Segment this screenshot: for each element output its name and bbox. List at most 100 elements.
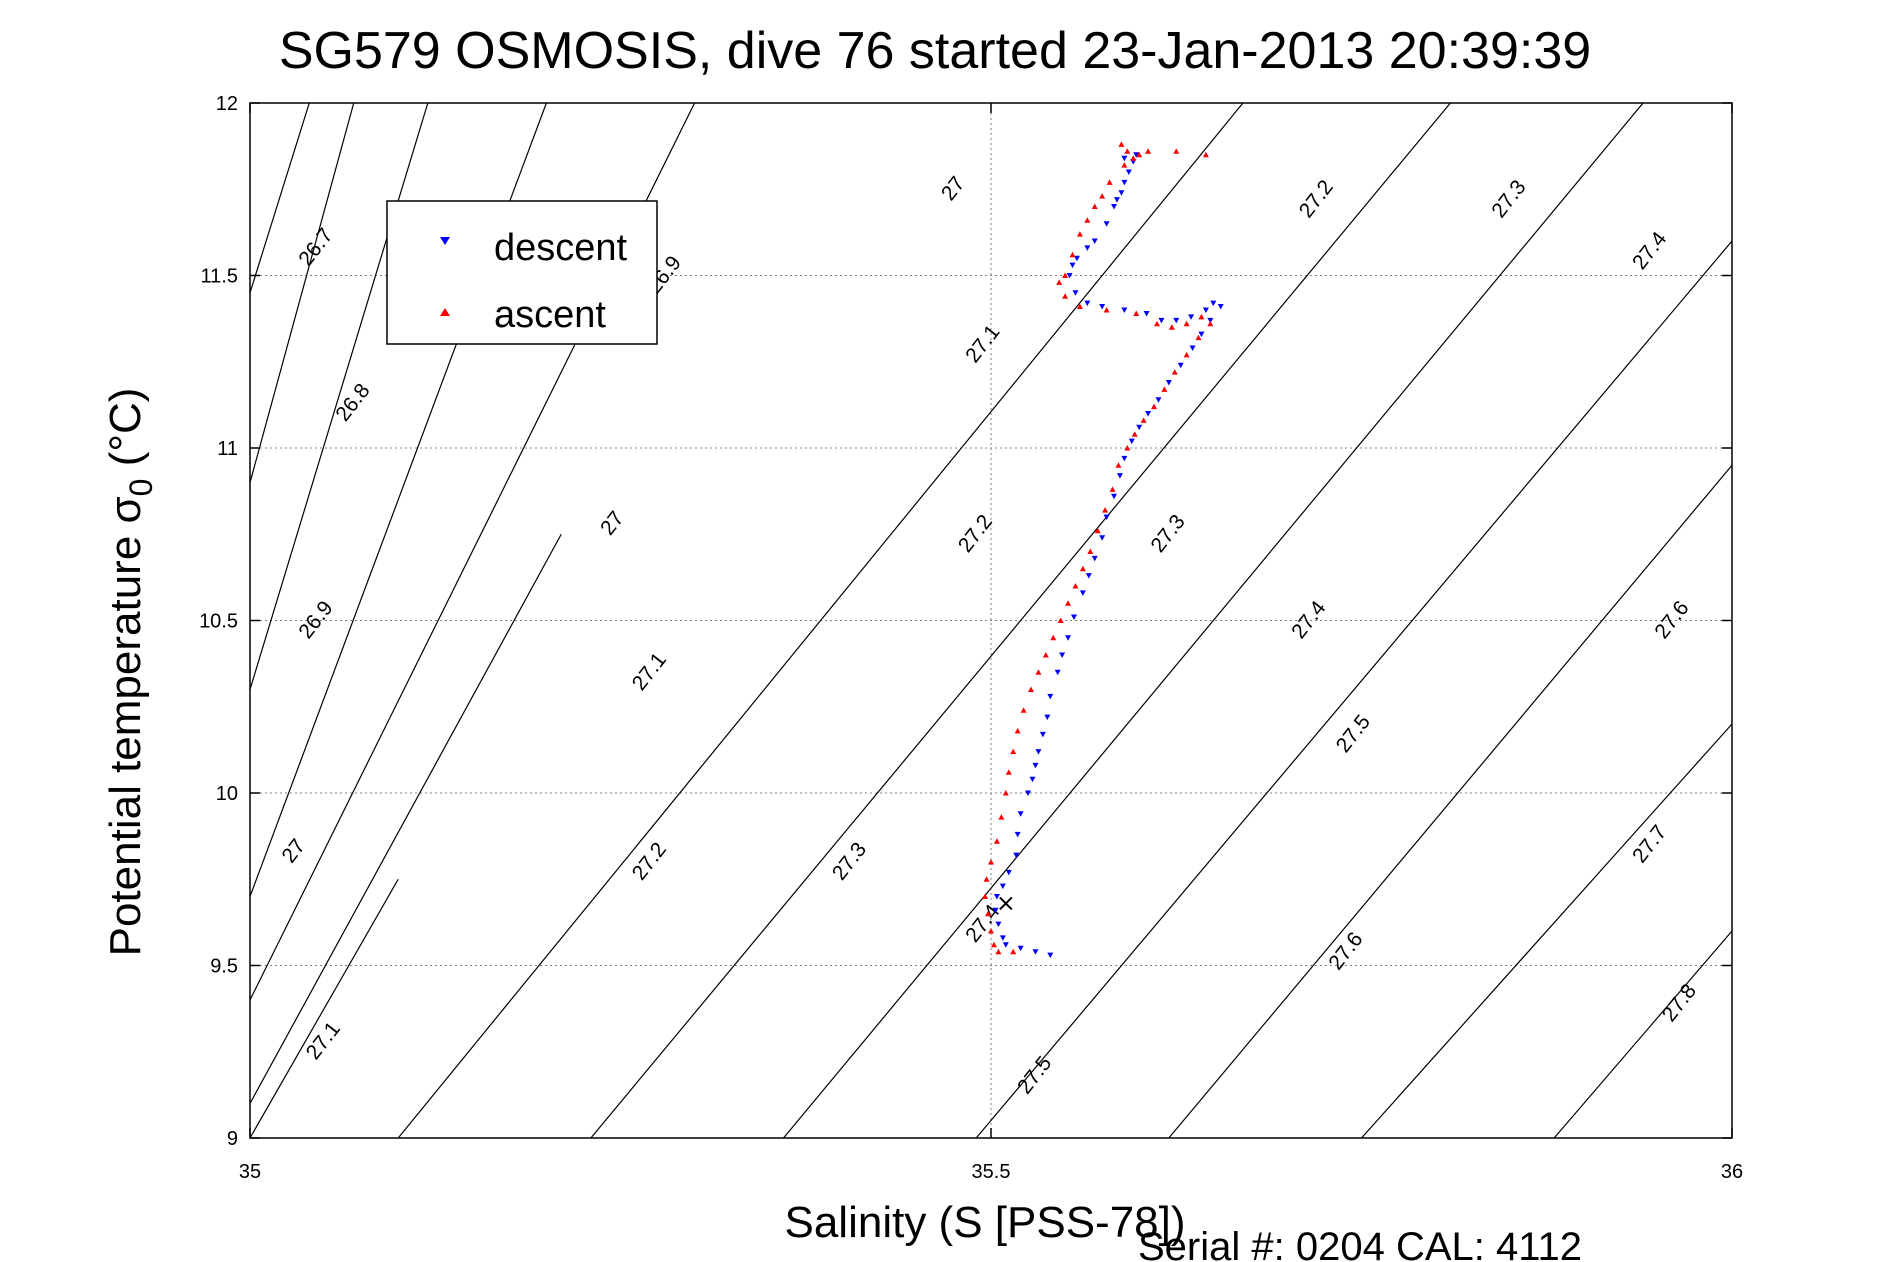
descent-point <box>1188 314 1195 320</box>
legend-descent-label: descent <box>494 227 628 269</box>
density-contour-line <box>249 102 310 293</box>
ascent-point <box>1103 307 1110 313</box>
descent-point <box>1066 273 1073 279</box>
descent-point <box>1155 397 1162 403</box>
x-tick-label: 36 <box>1721 1161 1743 1183</box>
descent-point <box>1032 762 1039 769</box>
descent-point <box>1125 169 1132 175</box>
descent-point <box>1207 317 1214 324</box>
ascent-point <box>1076 231 1083 237</box>
ascent-point <box>1183 351 1190 358</box>
density-contour-line <box>249 878 399 1139</box>
descent-point <box>1029 776 1036 783</box>
descent-point <box>1084 245 1091 251</box>
descent-point <box>1069 262 1076 269</box>
descent-point <box>1073 255 1080 262</box>
ascent-point <box>1079 565 1086 572</box>
density-contour-line <box>975 240 1733 1139</box>
descent-point <box>1005 869 1012 876</box>
descent-point <box>1143 310 1150 317</box>
descent-point <box>1121 155 1128 162</box>
ascent-point <box>1014 727 1021 734</box>
ascent-point <box>1173 148 1180 154</box>
descent-point <box>1085 573 1092 579</box>
ascent-point <box>1207 320 1214 327</box>
descent-point <box>1084 300 1091 307</box>
ascent-point <box>1010 948 1017 955</box>
ascent-point <box>988 859 994 865</box>
descent-point <box>1121 307 1128 313</box>
grid-layer <box>250 103 1732 1138</box>
descent-point <box>1103 221 1110 227</box>
descent-point <box>1039 731 1046 738</box>
descent-point <box>1121 179 1128 186</box>
ascent-point <box>1151 403 1158 410</box>
ascent-point <box>1124 148 1131 154</box>
descent-point <box>1103 514 1110 520</box>
ascent-point <box>993 838 1000 844</box>
x-tick-label: 35 <box>239 1161 261 1183</box>
descent-point <box>1099 535 1106 541</box>
descent-point <box>1044 714 1051 721</box>
ascent-point <box>1102 507 1109 513</box>
ascent-point <box>995 948 1002 955</box>
descent-point <box>1032 949 1039 955</box>
density-contour-line <box>1168 464 1733 1139</box>
legend-ascent-label: ascent <box>494 294 606 336</box>
y-tick-label: 12 <box>216 93 238 115</box>
ascent-point <box>1091 203 1098 209</box>
descent-point <box>1111 493 1118 500</box>
ascent-point <box>1010 748 1017 755</box>
y-tick-label: 9.5 <box>210 956 238 978</box>
descent-point <box>1059 652 1066 658</box>
descent-point <box>1017 945 1024 952</box>
descent-point <box>1017 811 1024 817</box>
descent-point <box>1047 693 1054 700</box>
ascent-point <box>982 893 989 899</box>
ascent-point <box>990 941 997 948</box>
ascent-point <box>1115 462 1122 468</box>
y-tick-label: 10.5 <box>199 611 238 633</box>
descent-point <box>1014 831 1021 838</box>
ascent-point <box>1076 303 1083 310</box>
descent-point <box>1133 152 1140 158</box>
descent-point <box>1198 331 1205 338</box>
y-axis-label-unit: (°C) <box>101 388 150 479</box>
ascent-point <box>1121 162 1128 168</box>
ascent-point <box>1020 707 1027 713</box>
y-tick-label: 11.5 <box>201 266 238 288</box>
ascent-point <box>1094 527 1101 534</box>
descent-point <box>1113 197 1120 203</box>
descent-point <box>1173 317 1180 324</box>
density-contour-line <box>1361 723 1733 1139</box>
legend-box <box>386 200 658 345</box>
ascent-point <box>1202 151 1209 158</box>
descent-point <box>1054 669 1061 676</box>
ascent-point <box>1133 310 1140 316</box>
descent-point <box>1091 238 1098 244</box>
ascent-point <box>1099 193 1106 199</box>
descent-point <box>1065 635 1072 641</box>
ascent-point <box>1168 324 1175 330</box>
descent-point <box>1189 345 1196 351</box>
annotation-x-marker <box>999 896 1013 911</box>
descent-point <box>1013 852 1020 859</box>
descent-point <box>1202 307 1209 313</box>
series-layer <box>982 141 1224 959</box>
descent-point <box>1136 424 1143 431</box>
ascent-point <box>1124 445 1131 451</box>
ascent-point <box>1136 151 1143 158</box>
descent-point <box>1079 590 1086 596</box>
ascent-point <box>1050 634 1057 641</box>
descent-point <box>1091 555 1098 562</box>
descent-point <box>1099 304 1106 310</box>
descent-point <box>1128 438 1135 445</box>
ascent-point <box>1069 251 1076 258</box>
y-axis-label-main: Potential temperature σ <box>101 496 150 956</box>
descent-point <box>999 935 1006 941</box>
descent-point <box>1145 411 1152 417</box>
legend-descent-marker <box>440 237 450 245</box>
density-contour-line <box>590 102 1451 1139</box>
ascent-point <box>1002 790 1009 796</box>
